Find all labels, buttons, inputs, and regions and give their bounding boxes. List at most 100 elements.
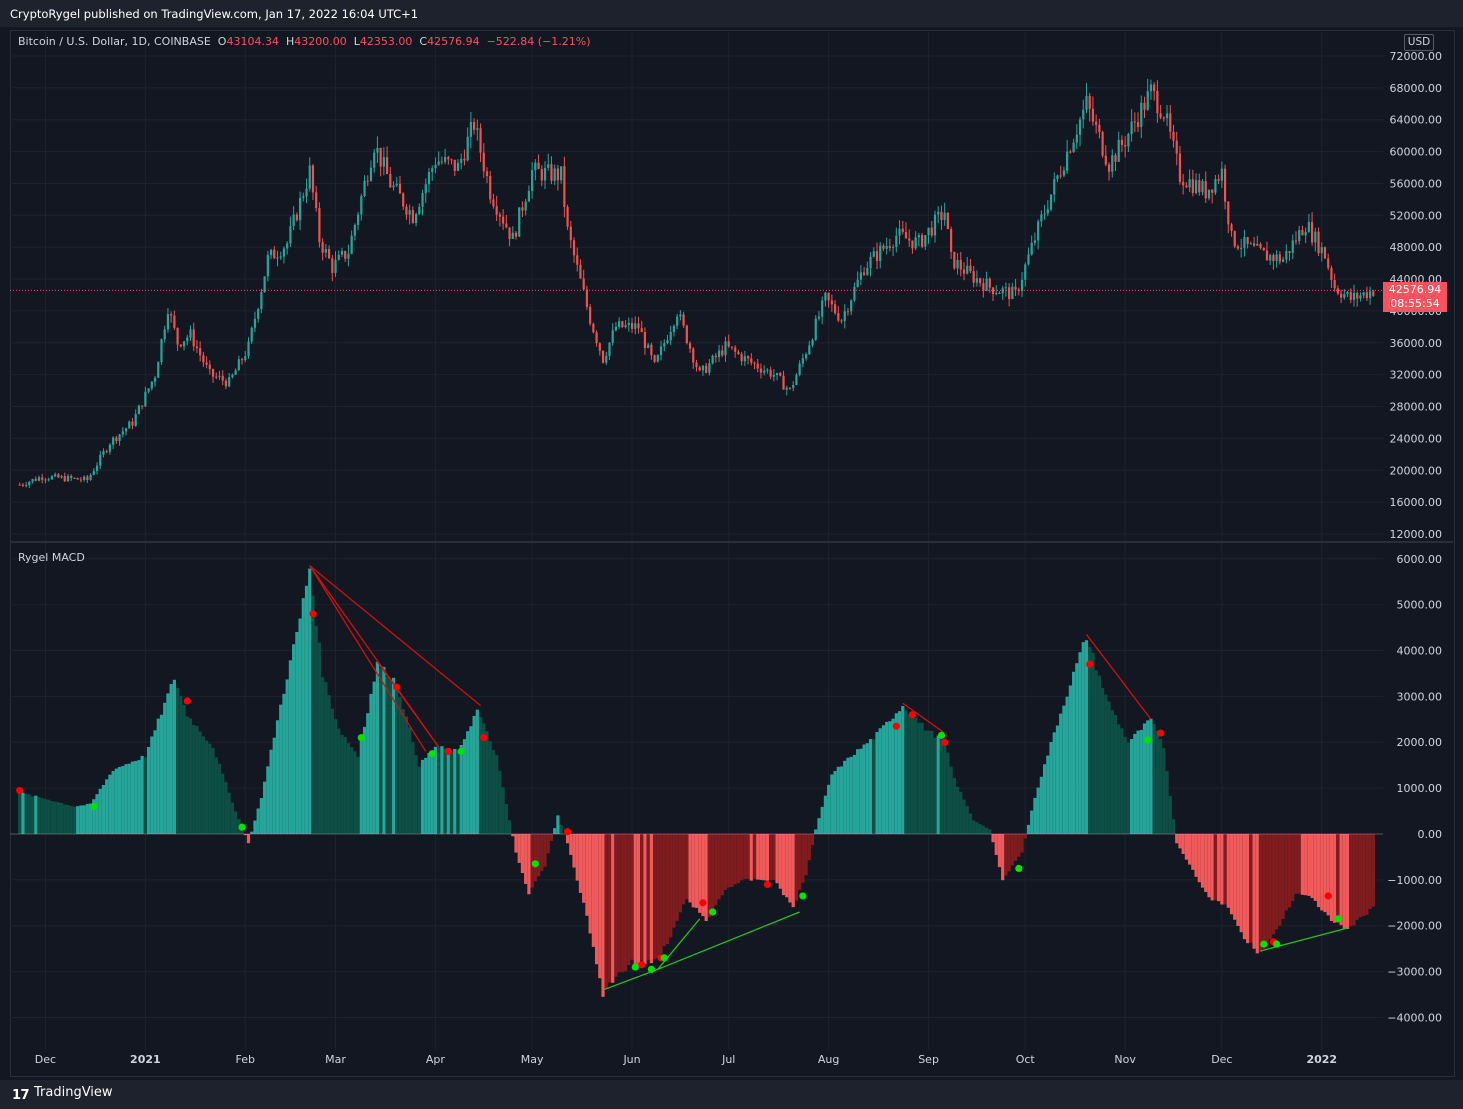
macd-tick-label: 2000.00: [1397, 736, 1443, 749]
histogram-bar: [794, 833, 799, 901]
candle-body: [959, 260, 962, 270]
histogram-bar: [375, 661, 380, 834]
high-label: H: [285, 35, 295, 48]
candle-body: [1172, 131, 1175, 141]
histogram-bar: [292, 644, 296, 834]
histogram-bar: [1342, 833, 1346, 929]
candle-body: [311, 165, 315, 193]
histogram-bar: [653, 833, 657, 960]
histogram-bar: [836, 766, 840, 834]
candle-body: [1175, 140, 1178, 154]
histogram-bar: [214, 757, 218, 834]
candle-body: [743, 356, 746, 362]
histogram-bar: [1310, 833, 1314, 899]
candle-body: [508, 227, 511, 239]
histogram-bar: [82, 805, 86, 834]
histogram-bar: [156, 718, 160, 834]
tradingview-logo-icon[interactable]: 17: [12, 1088, 30, 1103]
price-tick-label: 60000.00: [1390, 146, 1443, 159]
candle-body: [547, 164, 550, 168]
candle-body: [228, 377, 231, 387]
price-tick-label: 48000.00: [1390, 241, 1443, 254]
histogram-bar: [997, 833, 1002, 868]
indicator-title[interactable]: Rygel MACD: [18, 551, 85, 564]
histogram-bar: [1078, 652, 1082, 834]
histogram-bar: [269, 749, 273, 834]
histogram-bar: [669, 833, 673, 938]
histogram-bar: [885, 721, 889, 834]
histogram-bar: [1165, 771, 1169, 834]
candle-body: [276, 257, 279, 259]
candle-body: [1085, 95, 1088, 110]
candle-body: [769, 369, 772, 377]
bearish-signal-dot: [444, 747, 452, 756]
countdown-value: 08:55:54: [1390, 297, 1440, 310]
histogram-bar: [688, 833, 692, 903]
histogram-bar: [1159, 739, 1163, 834]
candle-body: [173, 315, 176, 328]
candle-body: [485, 171, 489, 177]
candle-body: [1027, 254, 1030, 265]
histogram-bar: [166, 693, 170, 834]
histogram-bar: [1081, 642, 1085, 834]
candle-body: [34, 479, 37, 481]
candle-body: [440, 161, 443, 163]
histogram-bar: [18, 792, 22, 834]
histogram-bar: [79, 805, 83, 834]
bearish-divergence-line: [1085, 634, 1152, 720]
histogram-bar: [482, 723, 486, 834]
histogram-bar: [914, 717, 918, 834]
candle-body: [376, 147, 379, 153]
histogram-bar: [1017, 833, 1021, 857]
candle-body: [66, 475, 70, 482]
histogram-bar: [598, 833, 602, 979]
high-value: 43200.00: [294, 35, 347, 48]
candle-body: [1062, 170, 1066, 176]
candle-body: [795, 374, 798, 385]
histogram-bar: [340, 734, 344, 834]
candle-body: [1365, 292, 1368, 299]
time-tick-label: Aug: [818, 1053, 839, 1066]
tradingview-brand[interactable]: TradingView: [34, 1085, 113, 1100]
candle-body: [1127, 133, 1130, 147]
histogram-bar: [1371, 833, 1375, 907]
candle-body: [1227, 201, 1230, 225]
candle-body: [1040, 214, 1043, 222]
candle-body: [692, 348, 695, 363]
candle-body: [614, 326, 618, 331]
candle-body: [1030, 242, 1033, 255]
histogram-bar: [1026, 824, 1031, 834]
candle-body: [1320, 247, 1323, 254]
chart-plot-area[interactable]: [10, 30, 1455, 1077]
candle-body: [1188, 179, 1191, 188]
change-value: −522.84 (−1.21%): [486, 35, 591, 48]
candle-body: [756, 363, 759, 369]
histogram-bar: [1362, 833, 1366, 917]
candle-body: [711, 355, 714, 364]
candle-body: [25, 485, 28, 487]
candle-body: [1098, 124, 1101, 133]
symbol-label[interactable]: Bitcoin / U.S. Dollar, 1D, COINBASE: [18, 35, 211, 48]
candle-body: [714, 355, 717, 358]
candle-body: [982, 283, 985, 291]
histogram-bar: [698, 833, 702, 913]
price-tick-label: 24000.00: [1390, 432, 1443, 445]
histogram-bar: [572, 833, 576, 868]
histogram-bar: [369, 693, 373, 834]
histogram-bar: [823, 795, 828, 834]
histogram-bar: [640, 833, 644, 961]
histogram-bar: [324, 682, 328, 834]
bearish-signal-dot: [393, 683, 401, 691]
candle-body: [431, 168, 434, 172]
histogram-bar: [1059, 713, 1063, 834]
price-series: [10, 78, 1383, 488]
candle-body: [914, 237, 917, 249]
histogram-bar: [972, 820, 976, 834]
candle-body: [402, 193, 405, 207]
price-tick-label: 64000.00: [1390, 114, 1443, 127]
candle-body: [643, 332, 647, 349]
candle-body: [115, 437, 118, 441]
candle-body: [237, 359, 240, 371]
currency-button[interactable]: USD: [1404, 34, 1434, 51]
